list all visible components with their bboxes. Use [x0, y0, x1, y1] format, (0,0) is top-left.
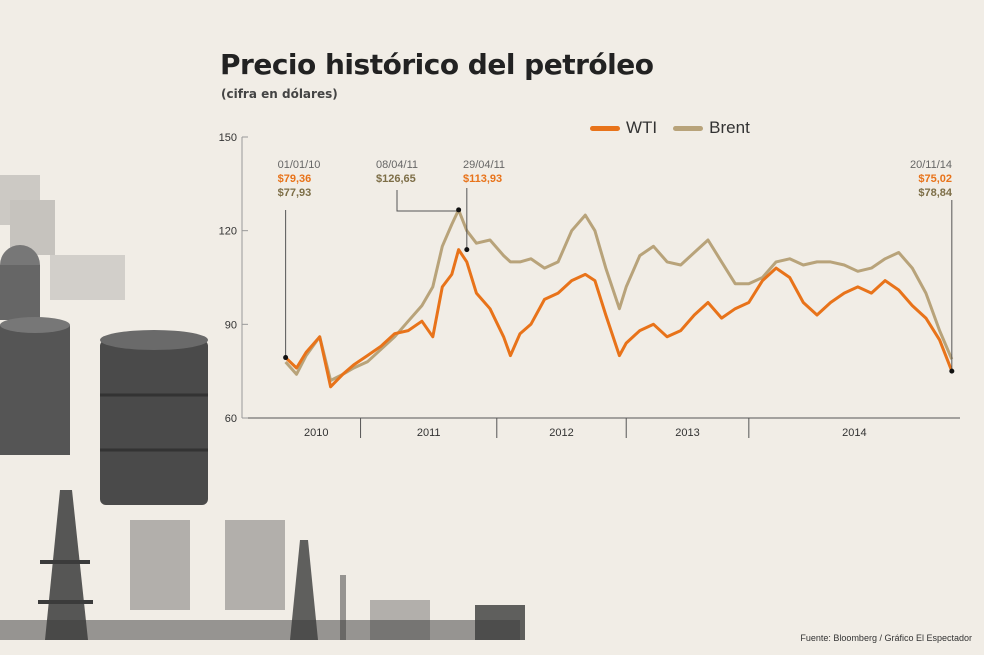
legend: WTI Brent — [590, 118, 750, 138]
annotation-brent-value: $77,93 — [278, 187, 312, 199]
annotation-wti-value: $79,36 — [278, 173, 312, 185]
chart-title: Precio histórico del petróleo — [220, 48, 654, 81]
series-line-wti — [284, 248, 954, 389]
annotation-point — [283, 355, 289, 361]
annotation-point — [456, 207, 462, 213]
annotation-date: 29/04/11 — [463, 159, 505, 171]
legend-label-brent: Brent — [709, 118, 750, 137]
barrel-stack-icon — [0, 175, 125, 300]
annotation-point — [464, 247, 470, 253]
legend-item-brent: Brent — [673, 118, 750, 138]
annotation-brent-value: $78,84 — [918, 187, 953, 199]
refinery-silhouette-icon — [0, 490, 525, 640]
chart-subtitle: (cifra en dólares) — [221, 87, 338, 101]
y-tick-label: 90 — [225, 319, 237, 331]
legend-swatch-brent — [673, 125, 704, 131]
annotation-point — [949, 368, 955, 374]
annotation-wti-value: $75,02 — [918, 173, 952, 185]
barrel-icon — [0, 245, 208, 505]
legend-item-wti: WTI — [590, 118, 657, 138]
y-tick-label: 60 — [225, 413, 237, 425]
annotation-brent-value: $126,65 — [376, 173, 416, 185]
annotation-wti-value: $113,93 — [463, 173, 502, 185]
legend-swatch-wti — [590, 125, 620, 131]
annotation-leader — [396, 190, 459, 212]
y-tick-label: 120 — [219, 226, 237, 238]
x-tick-label: 2013 — [675, 427, 699, 439]
legend-label-wti: WTI — [626, 118, 658, 137]
y-tick-label: 150 — [219, 132, 237, 144]
source-note: Fuente: Bloomberg / Gráfico El Espectado… — [800, 633, 972, 643]
x-tick-label: 2010 — [304, 427, 328, 439]
annotation-date: 01/01/10 — [278, 159, 321, 171]
annotation-date: 08/04/11 — [376, 159, 418, 171]
x-tick-label: 2011 — [417, 427, 441, 439]
annotation-date: 20/11/14 — [910, 159, 952, 171]
x-tick-label: 2014 — [842, 427, 866, 439]
series-line-brent — [284, 208, 954, 382]
x-tick-label: 2012 — [549, 427, 573, 439]
